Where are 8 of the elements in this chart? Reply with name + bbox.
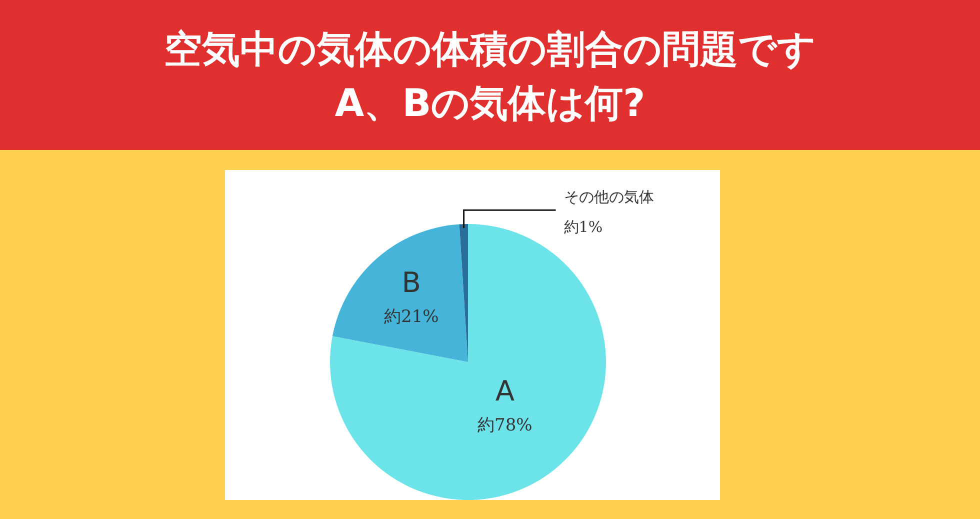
slice-label: A [495, 374, 515, 408]
chart-title: 空気中の気体の体積の割合の問題です A、Bの気体は何? [163, 26, 817, 127]
slice-label: B [402, 266, 422, 299]
pie-slice [332, 224, 468, 362]
slice-label: その他の気体 [564, 188, 654, 206]
data-label: 約1% [564, 218, 603, 236]
data-label: 約78% [478, 416, 532, 436]
data-label: 約21% [384, 306, 439, 327]
